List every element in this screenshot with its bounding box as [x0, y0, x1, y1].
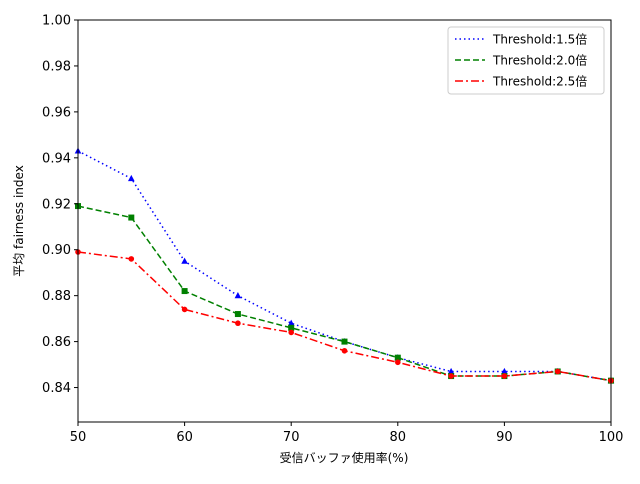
y-tick-label: 0.92	[42, 197, 71, 212]
x-axis-label: 受信バッファ使用率(%)	[280, 450, 409, 465]
data-point	[181, 288, 188, 295]
y-tick-label: 0.88	[42, 289, 71, 304]
y-tick-label: 0.96	[42, 105, 71, 120]
series-2	[75, 203, 614, 384]
data-point	[554, 368, 561, 375]
series-line-3	[77, 251, 612, 382]
y-tick-label: 0.86	[42, 335, 71, 350]
data-point	[448, 373, 454, 379]
data-point	[288, 324, 295, 331]
data-point	[181, 306, 188, 313]
plot-marks	[74, 147, 615, 384]
data-point	[395, 359, 401, 366]
data-point	[447, 367, 455, 375]
data-point	[128, 214, 135, 221]
legend-label-3: Threshold:2.5倍	[492, 74, 587, 89]
y-tick-label: 1.00	[42, 14, 71, 29]
data-point	[128, 256, 135, 262]
y-tick-label: 0.90	[42, 243, 71, 258]
plot-frame	[77, 19, 612, 423]
data-point	[501, 373, 508, 379]
data-point	[501, 367, 508, 375]
series-3	[75, 249, 614, 384]
data-point	[394, 354, 401, 361]
x-tick-label: 100	[599, 430, 624, 445]
data-point	[128, 174, 135, 182]
legend-label-2: Threshold:2.0倍	[492, 53, 587, 68]
y-tick-label: 0.94	[42, 151, 71, 166]
x-tick-label: 50	[70, 430, 87, 445]
data-point	[235, 320, 241, 327]
series-line-2	[77, 205, 612, 382]
data-point	[341, 347, 348, 354]
data-point	[234, 311, 241, 318]
series-line-1	[77, 150, 612, 382]
x-tick-label: 90	[496, 430, 513, 445]
data-point	[341, 338, 348, 345]
y-tick-label: 0.84	[42, 381, 71, 396]
data-point	[288, 329, 295, 336]
x-tick-label: 60	[176, 430, 193, 445]
data-point	[287, 319, 295, 326]
y-axis-label: 平均 fairness index	[12, 165, 26, 277]
axis-ticks: 50 60 70 80 90 100 0.84 0.86 0.88 0.90 0.92 0.94 0.9…	[42, 14, 623, 446]
data-point	[234, 292, 242, 299]
legend: Threshold:1.5倍 Threshold:2.0倍 Threshold:2.…	[447, 26, 605, 95]
legend-box	[447, 26, 605, 95]
y-tick-label: 0.98	[42, 59, 71, 74]
legend-label-1: Threshold:1.5倍	[492, 32, 587, 47]
x-tick-label: 70	[283, 430, 300, 445]
series-1	[74, 147, 615, 384]
data-point	[181, 257, 188, 264]
x-tick-label: 80	[390, 430, 407, 445]
